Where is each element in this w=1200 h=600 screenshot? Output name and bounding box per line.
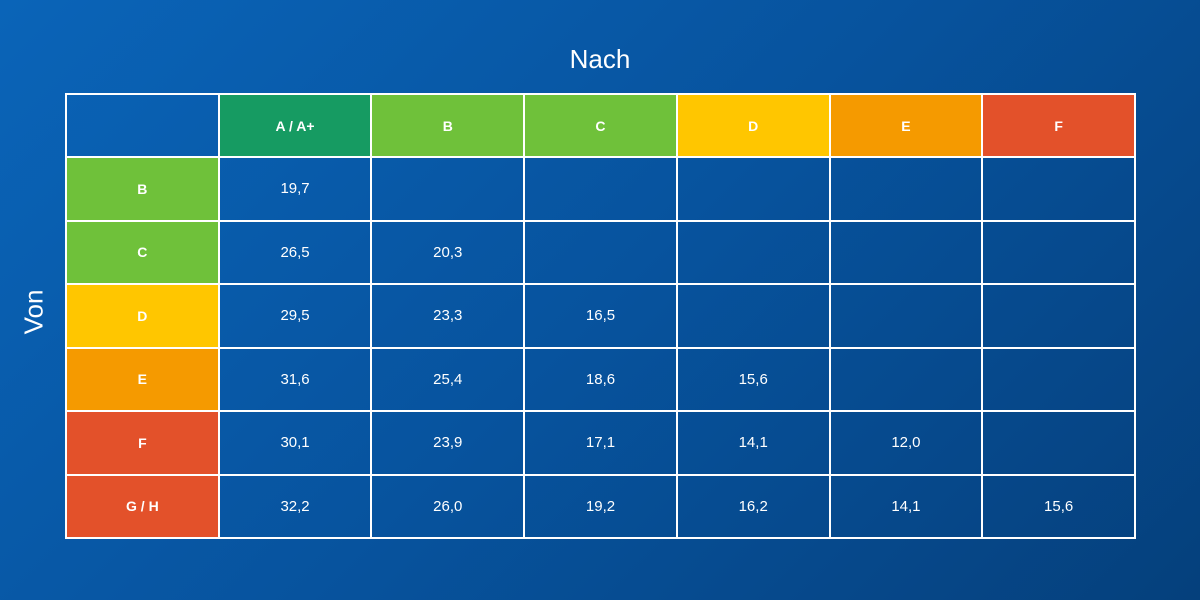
empty-cell [372, 158, 526, 222]
value-cell: 23,3 [372, 285, 526, 349]
empty-cell [830, 348, 984, 412]
value-cell: 19,7 [219, 158, 373, 222]
column-header: A / A+ [219, 95, 373, 158]
value-cell: 14,1 [830, 475, 984, 539]
value-cell: 18,6 [525, 348, 678, 412]
table-title: Nach [569, 44, 631, 74]
value-cell: 14,1 [677, 412, 831, 476]
empty-cell [983, 285, 1136, 349]
row-header: E [67, 348, 220, 412]
row-header: C [67, 221, 220, 285]
empty-cell [830, 158, 984, 222]
empty-cell [830, 221, 984, 285]
value-cell: 25,4 [372, 348, 526, 412]
empty-cell [677, 158, 831, 222]
value-cell: 15,6 [983, 475, 1136, 539]
row-header: D [67, 285, 220, 349]
empty-cell [525, 158, 678, 222]
value-cell: 32,2 [219, 475, 373, 539]
value-cell: 29,5 [219, 285, 373, 349]
table: A / A+ B C D E F B 19,7 C 26,5 20,3 D 29,5 23,3 16,5 E 3… [65, 93, 1136, 539]
value-cell: 23,9 [372, 412, 526, 476]
corner-cell [67, 95, 220, 158]
empty-cell [830, 285, 984, 349]
empty-cell [983, 158, 1136, 222]
empty-cell [983, 221, 1136, 285]
empty-cell [677, 285, 831, 349]
column-header: F [983, 95, 1136, 158]
row-header: B [67, 158, 220, 222]
empty-cell [677, 221, 831, 285]
value-cell: 20,3 [372, 221, 526, 285]
value-cell: 26,0 [372, 475, 526, 539]
column-header: D [677, 95, 831, 158]
value-cell: 31,6 [219, 348, 373, 412]
column-header: C [525, 95, 678, 158]
value-cell: 17,1 [525, 412, 678, 476]
value-cell: 16,2 [677, 475, 831, 539]
value-cell: 26,5 [219, 221, 373, 285]
value-cell: 12,0 [830, 412, 984, 476]
empty-cell [983, 412, 1136, 476]
row-axis-label: Von [18, 289, 49, 335]
empty-cell [983, 348, 1136, 412]
column-header: B [372, 95, 526, 158]
column-header: E [830, 95, 984, 158]
empty-cell [525, 221, 678, 285]
value-cell: 15,6 [677, 348, 831, 412]
row-header: F [67, 412, 220, 476]
row-header: G / H [67, 475, 220, 539]
value-cell: 19,2 [525, 475, 678, 539]
value-cell: 30,1 [219, 412, 373, 476]
value-cell: 16,5 [525, 285, 678, 349]
